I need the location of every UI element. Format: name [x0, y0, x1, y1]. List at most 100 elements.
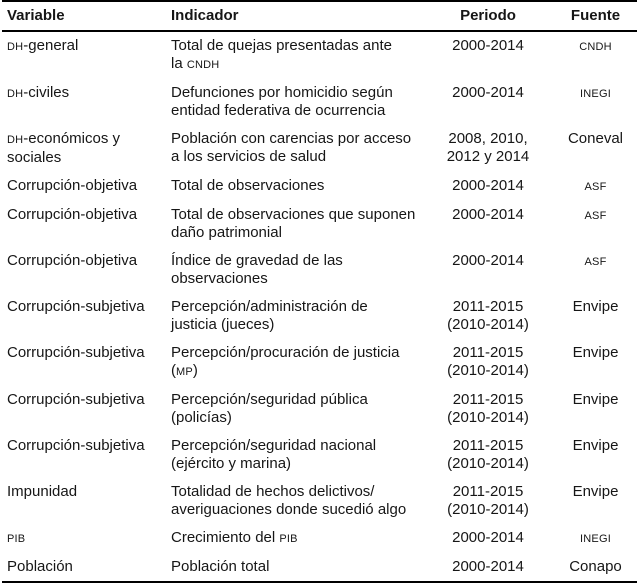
cell-indicador: Crecimiento del PIB	[164, 524, 436, 553]
table-row: Corrupción-subjetiva Percepción/procuraci…	[2, 339, 637, 386]
cell-text: Corrupción-subjetiva	[7, 298, 145, 315]
header-indicador: Indicador	[164, 1, 436, 32]
table-row: PIB Crecimiento del PIB 2000-2014 INEGI	[2, 524, 637, 553]
cell-indicador: Percepción/seguridad pública (policías)	[164, 386, 436, 432]
small-caps-text: CNDH	[579, 41, 612, 53]
cell-text: 2011-2015 (2010-2014)	[447, 298, 529, 333]
cell-indicador: Población con carencias por acceso a los…	[164, 125, 436, 172]
cell-variable: Corrupción-subjetiva	[2, 386, 164, 432]
cell-fuente: Envipe	[540, 386, 637, 432]
cell-text: Totalidad de hechos delictivos/ averigua…	[171, 483, 407, 518]
cell-text: Envipe	[572, 437, 619, 454]
small-caps-text: MP	[176, 366, 193, 378]
small-caps-text: INEGI	[580, 533, 611, 545]
cell-variable: Impunidad	[2, 478, 164, 524]
cell-text: Total de observaciones	[171, 177, 325, 194]
table-row: Impunidad Totalidad de hechos delictivos/…	[2, 478, 637, 524]
table-body: DH-general Total de quejas presentadas an…	[2, 31, 637, 582]
cell-periodo: 2000-2014	[436, 247, 540, 293]
small-caps-text: ASF	[584, 256, 607, 268]
cell-text: 2011-2015 (2010-2014)	[447, 391, 529, 426]
cell-text: Corrupción-subjetiva	[7, 344, 145, 361]
cell-fuente: Coneval	[540, 125, 637, 172]
cell-indicador: Percepción/procuración de justicia (MP)	[164, 339, 436, 386]
cell-periodo: 2000-2014	[436, 553, 540, 582]
cell-text: 2011-2015 (2010-2014)	[447, 344, 529, 379]
cell-text: Corrupción-subjetiva	[7, 437, 145, 454]
cell-fuente: Envipe	[540, 339, 637, 386]
table-row: Corrupción-subjetiva Percepción/seguridad…	[2, 386, 637, 432]
table-row: DH-general Total de quejas presentadas an…	[2, 31, 637, 79]
small-caps-text: PIB	[279, 533, 298, 545]
cell-periodo: 2011-2015 (2010-2014)	[436, 478, 540, 524]
table-header: Variable Indicador Periodo Fuente	[2, 1, 637, 32]
cell-variable: DH-civiles	[2, 79, 164, 125]
cell-fuente: Envipe	[540, 432, 637, 478]
cell-text: Defunciones por homicidio según entidad …	[171, 84, 393, 119]
cell-indicador: Percepción/administración de justicia (j…	[164, 293, 436, 339]
cell-text: Envipe	[572, 344, 619, 361]
cell-text: 2011-2015 (2010-2014)	[447, 483, 529, 518]
cell-text: Corrupción-objetiva	[7, 206, 138, 223]
cell-text: Percepción/seguridad nacional (ejército …	[171, 437, 377, 472]
table-row: DH-civiles Defunciones por homicidio segú…	[2, 79, 637, 125]
cell-indicador: Total de quejas presentadas ante la CNDH	[164, 31, 436, 79]
cell-periodo: 2011-2015 (2010-2014)	[436, 293, 540, 339]
cell-text: Conapo	[569, 558, 622, 575]
cell-text: -económicos y sociales	[7, 130, 120, 166]
cell-periodo: 2011-2015 (2010-2014)	[436, 339, 540, 386]
cell-periodo: 2000-2014	[436, 524, 540, 553]
small-caps-text: DH	[7, 134, 24, 146]
cell-text: Población con carencias por acceso a los…	[171, 130, 412, 165]
cell-text: Percepción/procuración de justicia (	[171, 344, 400, 379]
cell-text: 2000-2014	[452, 558, 524, 575]
cell-text: 2008, 2010, 2012 y 2014	[446, 130, 530, 165]
cell-fuente: INEGI	[540, 524, 637, 553]
table-row: Población Población total 2000-2014 Conapo	[2, 553, 637, 582]
table-row: Corrupción-objetiva Total de observacione…	[2, 172, 637, 201]
cell-indicador: Totalidad de hechos delictivos/ averigua…	[164, 478, 436, 524]
cell-fuente: Envipe	[540, 478, 637, 524]
cell-periodo: 2000-2014	[436, 172, 540, 201]
cell-text: Población	[7, 558, 73, 575]
small-caps-text: CNDH	[186, 59, 220, 71]
cell-text: Envipe	[572, 298, 619, 315]
cell-variable: DH-general	[2, 31, 164, 79]
small-caps-text: DH	[7, 41, 24, 53]
header-fuente: Fuente	[540, 1, 637, 32]
header-row: Variable Indicador Periodo Fuente	[2, 1, 637, 32]
cell-variable: Corrupción-objetiva	[2, 247, 164, 293]
header-variable: Variable	[2, 1, 164, 32]
cell-periodo: 2011-2015 (2010-2014)	[436, 386, 540, 432]
table-row: Corrupción-objetiva Índice de gravedad de…	[2, 247, 637, 293]
cell-text: 2000-2014	[452, 84, 524, 101]
small-caps-text: ASF	[584, 181, 607, 193]
small-caps-text: DH	[7, 88, 24, 100]
cell-text: Crecimiento del	[171, 529, 280, 546]
cell-text: 2000-2014	[452, 206, 524, 223]
cell-fuente: ASF	[540, 172, 637, 201]
cell-indicador: Defunciones por homicidio según entidad …	[164, 79, 436, 125]
cell-fuente: CNDH	[540, 31, 637, 79]
cell-text: Corrupción-objetiva	[7, 177, 138, 194]
small-caps-text: INEGI	[580, 88, 611, 100]
cell-variable: Población	[2, 553, 164, 582]
cell-text: Impunidad	[7, 483, 78, 500]
cell-text: 2011-2015 (2010-2014)	[447, 437, 529, 472]
small-caps-text: PIB	[7, 533, 26, 545]
cell-text: -civiles	[23, 84, 70, 101]
cell-periodo: 2000-2014	[436, 31, 540, 79]
cell-text: 2000-2014	[452, 37, 524, 54]
table-row: DH-económicos y sociales Población con ca…	[2, 125, 637, 172]
cell-indicador: Índice de gravedad de las observaciones	[164, 247, 436, 293]
cell-indicador: Total de observaciones	[164, 172, 436, 201]
table-row: Corrupción-objetiva Total de observacione…	[2, 201, 637, 247]
cell-variable: Corrupción-subjetiva	[2, 293, 164, 339]
cell-text: Corrupción-objetiva	[7, 252, 138, 269]
cell-variable: PIB	[2, 524, 164, 553]
cell-text: 2000-2014	[452, 529, 524, 546]
cell-periodo: 2000-2014	[436, 79, 540, 125]
cell-text: Coneval	[567, 130, 624, 147]
cell-text: Índice de gravedad de las observaciones	[171, 252, 343, 287]
